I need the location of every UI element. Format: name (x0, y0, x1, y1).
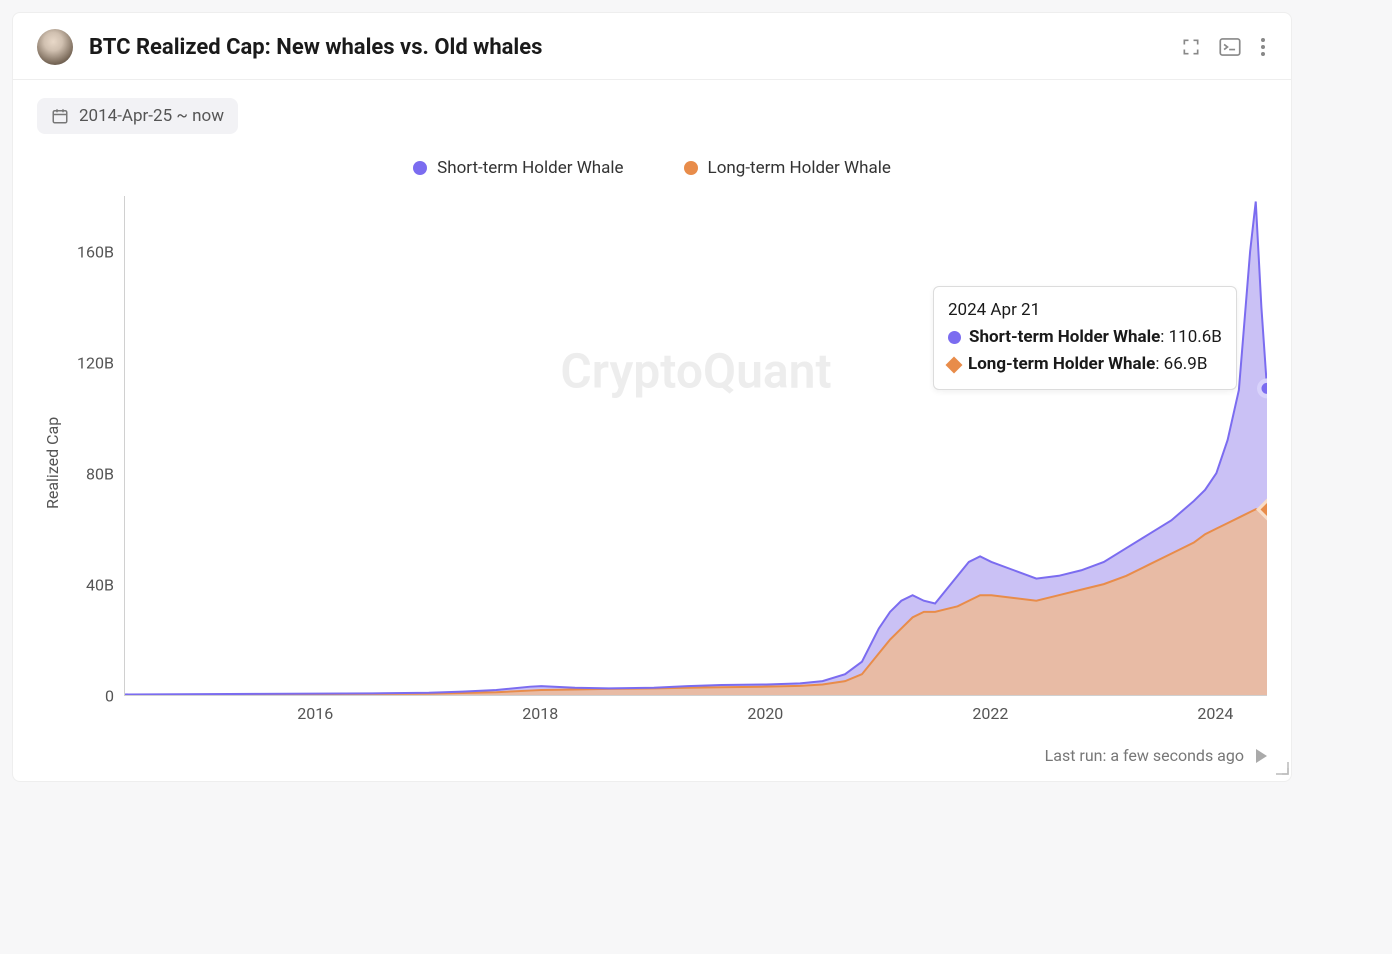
date-range-picker[interactable]: 2014-Apr-25 ~ now (37, 98, 238, 134)
date-range-label: 2014-Apr-25 ~ now (79, 106, 224, 126)
x-tick-label: 2018 (522, 704, 558, 723)
console-icon[interactable] (1219, 37, 1241, 57)
legend-label: Long-term Holder Whale (708, 158, 891, 178)
x-tick-label: 2016 (297, 704, 333, 723)
plot[interactable]: CryptoQuant 2024 Apr 21 Short-term Holde… (124, 196, 1267, 696)
card-footer: Last run: a few seconds ago (13, 742, 1291, 781)
chart-card: BTC Realized Cap: New whales vs. Old wha… (12, 12, 1292, 782)
header-actions (1181, 34, 1267, 60)
last-run-label: Last run: a few seconds ago (1045, 746, 1244, 765)
legend-item-series2[interactable]: Long-term Holder Whale (684, 158, 891, 178)
more-menu-icon[interactable] (1259, 34, 1267, 60)
x-tick-label: 2022 (972, 704, 1008, 723)
legend-item-series1[interactable]: Short-term Holder Whale (413, 158, 623, 178)
legend-label: Short-term Holder Whale (437, 158, 623, 178)
legend-dot-icon (684, 161, 698, 175)
avatar[interactable] (37, 29, 73, 65)
y-axis: 160B120B80B40B0 (68, 196, 124, 696)
run-button[interactable] (1256, 749, 1267, 763)
legend: Short-term Holder Whale Long-term Holder… (37, 158, 1267, 178)
resize-handle-icon[interactable] (1275, 760, 1289, 779)
chart-area: Short-term Holder Whale Long-term Holder… (37, 158, 1267, 730)
x-axis: 2016 2018 2020 2022 2024 (124, 696, 1267, 730)
card-body: 2014-Apr-25 ~ now Short-term Holder Whal… (13, 80, 1291, 742)
calendar-icon (51, 107, 69, 125)
chart-title: BTC Realized Cap: New whales vs. Old wha… (89, 35, 1181, 60)
fullscreen-icon[interactable] (1181, 37, 1201, 57)
card-header: BTC Realized Cap: New whales vs. Old wha… (13, 13, 1291, 80)
y-axis-label: Realized Cap (37, 196, 68, 730)
plot-container: Realized Cap 160B120B80B40B0 CryptoQuant… (37, 196, 1267, 730)
x-tick-label: 2020 (747, 704, 783, 723)
legend-dot-icon (413, 161, 427, 175)
x-tick-label: 2024 (1197, 704, 1233, 723)
